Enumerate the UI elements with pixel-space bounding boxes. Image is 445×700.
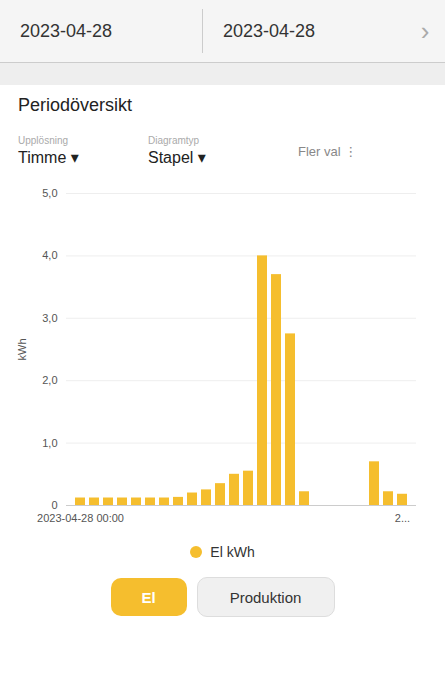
html-text:2023-04-28: 2023-04-28 bbox=[223, 20, 316, 41]
svg-text:2023-04-28 00:00: 2023-04-28 00:00 bbox=[37, 512, 124, 524]
html-text:Periodöversikt: Periodöversikt bbox=[18, 94, 132, 115]
html-text:Fler val ⋮: Fler val ⋮ bbox=[298, 143, 358, 159]
svg-text:2,0: 2,0 bbox=[42, 374, 57, 386]
html-text:2023-04-28: 2023-04-28 bbox=[20, 20, 113, 41]
svg-text:3,0: 3,0 bbox=[42, 312, 57, 324]
html-text:Timme ▾: Timme ▾ bbox=[18, 149, 79, 166]
html-text:Stapel ▾: Stapel ▾ bbox=[148, 149, 206, 166]
svg-text:2...: 2... bbox=[395, 512, 410, 524]
svg-text:0: 0 bbox=[51, 499, 57, 511]
html-text:Produktion: Produktion bbox=[229, 588, 302, 606]
html-text:El kWh: El kWh bbox=[210, 544, 255, 560]
html-text:Diagramtyp: Diagramtyp bbox=[148, 135, 200, 146]
html-text:Upplösning: Upplösning bbox=[18, 135, 68, 146]
svg-text:1,0: 1,0 bbox=[42, 437, 57, 449]
svg-text:kWh: kWh bbox=[16, 339, 28, 361]
html-text:El: El bbox=[141, 588, 156, 606]
svg-text:5,0: 5,0 bbox=[42, 187, 57, 199]
svg-text:4,0: 4,0 bbox=[42, 249, 57, 261]
